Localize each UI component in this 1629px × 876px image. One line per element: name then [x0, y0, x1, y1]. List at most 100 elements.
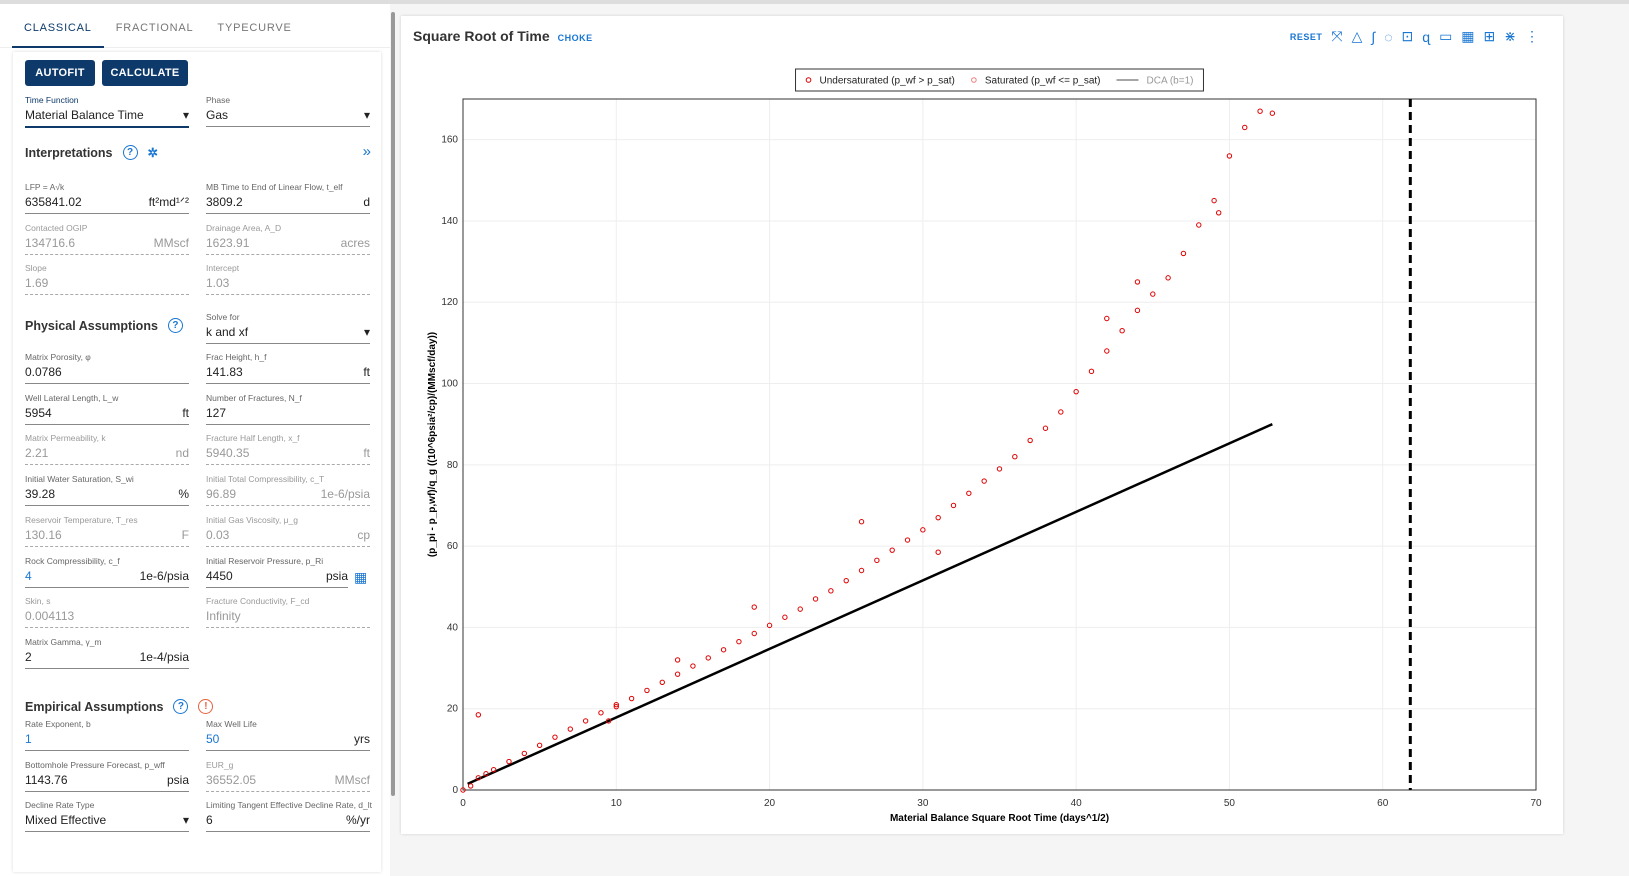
param-field[interactable]: Matrix Gamma, γ_m 2 1e-4/psia [25, 637, 189, 669]
field-value: 130.16 [25, 527, 62, 542]
tab-fractional[interactable]: FRACTIONAL [115, 22, 194, 34]
param-field: Reservoir Temperature, T_res 130.16 F [25, 515, 189, 547]
field-label: Max Well Life [206, 719, 257, 729]
calculator-icon[interactable]: ▦ [354, 569, 368, 585]
caret-down-icon: ▾ [182, 813, 189, 827]
data-point [521, 750, 528, 757]
expand-chevrons-icon[interactable]: » [362, 143, 371, 160]
param-field[interactable]: Initial Water Saturation, S_wi 39.28% [25, 474, 189, 507]
section-title: Empirical Assumptions [25, 699, 164, 714]
data-point [1196, 222, 1202, 228]
decline-rate-type-select[interactable]: Decline Rate Type Mixed Effective ▾ [25, 800, 189, 832]
data-point [582, 718, 589, 724]
data-point [751, 604, 757, 610]
param-field[interactable]: Number of Fractures, N_f 127 [206, 393, 370, 425]
interpretations-header: Interpretations? ✲ [25, 145, 158, 160]
caret-down-icon: ▾ [363, 325, 370, 339]
field-label: Initial Reservoir Pressure, p_Ri [206, 555, 324, 566]
time-function-select[interactable]: Time Function Material Balance Time ▾ [25, 95, 189, 128]
x-axis-label: Material Balance Square Root Time (days^… [890, 813, 1109, 824]
field-value: 6 [206, 813, 213, 827]
field-unit: ft²md¹ᐟ² [148, 195, 189, 209]
chart-toolbar: RESET ⤧ △ ∫ ◌ ⊡ ɋ ▭ ▦ ⊞ ⋇ ⋮ [1290, 28, 1539, 45]
field-label: Rock Compressibility, c_f [25, 555, 120, 566]
param-field: Slope 1.69 [25, 263, 189, 295]
tab-typecurve[interactable]: TYPECURVE [217, 22, 292, 34]
calculate-button[interactable]: CALCULATE [102, 60, 188, 86]
param-field[interactable]: Well Lateral Length, L_w 5954 ft [25, 393, 189, 425]
legend-label: Undersaturated (p_wf > p_sat) [820, 76, 955, 87]
field-label: Intercept [206, 263, 240, 273]
param-field[interactable]: Limiting Tangent Effective Decline Rate,… [206, 800, 372, 832]
data-point [874, 557, 880, 564]
table-icon[interactable]: ▦ [1461, 28, 1475, 44]
data-point [1211, 197, 1217, 204]
field-unit: nd [175, 446, 189, 461]
unlock-icon[interactable]: ⊡ [1401, 28, 1414, 44]
help-icon[interactable]: ? [122, 145, 138, 160]
legend-marker-undersaturated [805, 77, 812, 83]
field-value: 0.0786 [25, 365, 62, 379]
data-point [1042, 425, 1049, 431]
field-unit: F [181, 527, 189, 542]
data-point [1180, 250, 1187, 257]
data-point [467, 783, 474, 789]
data-point [567, 726, 574, 732]
triangle-icon[interactable]: △ [1351, 28, 1363, 44]
legend-marker-saturated [971, 77, 977, 83]
y-tick-label: 40 [447, 622, 459, 633]
data-point [1058, 409, 1064, 415]
param-field[interactable]: Frac Height, h_f 141.83 ft [206, 352, 370, 384]
y-tick-label: 20 [447, 704, 459, 715]
bug-icon[interactable]: ✲ [147, 146, 158, 160]
panel-scrollbar[interactable] [391, 12, 395, 796]
data-point [690, 663, 696, 669]
field-value: 134716.6 [25, 235, 76, 250]
reset-button[interactable]: RESET [1289, 31, 1323, 42]
data-point [1269, 110, 1276, 116]
param-field[interactable]: Bottomhole Pressure Forecast, p_wff 1143.… [25, 760, 189, 792]
data-point [1027, 437, 1033, 444]
field-value: 635841.02 [25, 195, 82, 209]
data-point [1150, 291, 1156, 297]
collapse-icon[interactable]: ⋇ [1504, 28, 1516, 44]
autofit-button[interactable]: AUTOFIT [25, 60, 95, 86]
fit-icon[interactable]: ⊞ [1483, 28, 1496, 44]
param-field[interactable]: LFP = A√k 635841.02 ft²md¹ᐟ² [25, 182, 189, 214]
field-value: 39.28 [25, 487, 56, 502]
field-value: 0.03 [206, 527, 230, 542]
section-title: Interpretations [25, 145, 113, 160]
help-icon[interactable]: ? [173, 699, 189, 714]
lasso-select-icon[interactable]: ◌ [1384, 28, 1393, 45]
left-panel: CLASSICAL FRACTIONAL TYPECURVE [0, 4, 390, 876]
tab-classical[interactable]: CLASSICAL [12, 4, 104, 48]
param-field: Contacted OGIP 134716.6 MMscf [25, 223, 189, 255]
param-field[interactable]: Matrix Porosity, φ 0.0786 [25, 352, 189, 384]
integral-icon[interactable]: ∫ [1371, 28, 1376, 45]
param-field[interactable]: Max Well Life 50 yrs [206, 719, 370, 751]
param-field[interactable]: Rock Compressibility, c_f 4 1e-6/psia [25, 556, 189, 588]
chart-title: Square Root of Time [413, 28, 550, 44]
param-field[interactable]: Rate Exponent, b 1 [25, 719, 189, 751]
data-point [674, 671, 681, 677]
legend-box [795, 68, 1204, 92]
field-unit: 1e-6/psia [320, 487, 370, 502]
legend-label: DCA (b=1) [1147, 76, 1194, 87]
lock-crosshair-icon[interactable]: ⤧ [1331, 28, 1343, 44]
data-point [858, 519, 865, 525]
lasso-icon[interactable]: ɋ [1422, 28, 1431, 45]
solve-for-select[interactable]: Solve for k and xf ▾ [206, 312, 370, 344]
data-point [613, 703, 619, 710]
field-label: LFP = A√k [25, 182, 65, 192]
help-icon[interactable]: ? [167, 318, 183, 333]
field-value: 0.004113 [25, 609, 75, 624]
param-field: Initial Gas Viscosity, μ_g 0.03 cp [206, 515, 370, 547]
phase-select[interactable]: Phase Gas ▾ [206, 95, 370, 127]
param-field[interactable]: MB Time to End of Linear Flow, t_elf 3809… [206, 182, 370, 214]
field-value: 3809.2 [206, 195, 243, 209]
chart-subtitle[interactable]: CHOKE [557, 33, 593, 43]
more-icon[interactable]: ⋮ [1525, 28, 1539, 44]
comment-icon[interactable]: ▭ [1439, 28, 1453, 44]
warning-icon[interactable]: ! [198, 699, 214, 714]
param-field[interactable]: Initial Reservoir Pressure, p_Ri 4450 psia [206, 556, 348, 588]
